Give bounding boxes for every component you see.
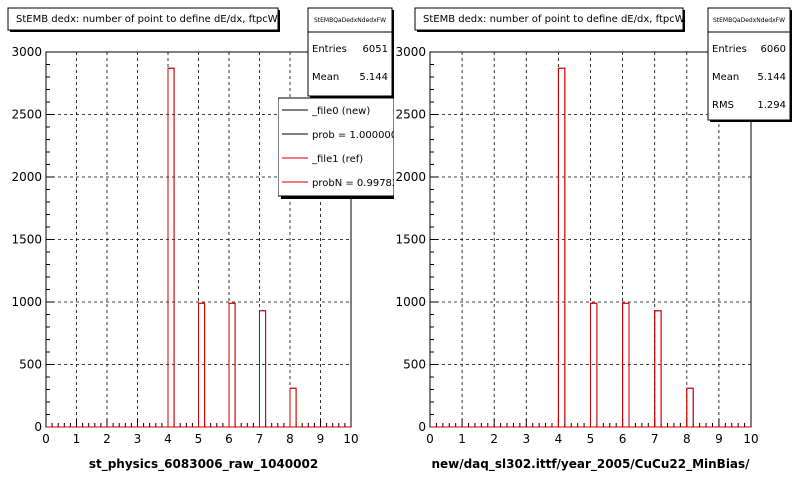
x-tick-label: 10 bbox=[343, 432, 358, 446]
y-tick-label: 1500 bbox=[395, 233, 426, 247]
legend-entry-label: probN = 0.997828 bbox=[312, 178, 405, 189]
chart-title: StEMB dedx: number of point to define dE… bbox=[16, 14, 278, 25]
x-tick-label: 10 bbox=[743, 432, 758, 446]
stats-box bbox=[307, 7, 393, 97]
x-tick-label: 4 bbox=[555, 432, 563, 446]
x-tick-label: 4 bbox=[164, 432, 172, 446]
y-tick-label: 1000 bbox=[395, 295, 426, 309]
stats-label: Mean bbox=[712, 72, 739, 83]
stats-value: 6060 bbox=[761, 44, 786, 55]
legend-entry-label: _file1 (ref) bbox=[311, 154, 363, 165]
legend-inner: _file0 (new) prob = 1.000000 _file1 (ref) p… bbox=[278, 97, 405, 199]
histogram-bar bbox=[259, 310, 267, 428]
x-tick-label: 8 bbox=[683, 432, 691, 446]
x-tick-label: 7 bbox=[256, 432, 264, 446]
y-tick-label: 2500 bbox=[11, 108, 42, 122]
stats-label: Entries bbox=[712, 44, 747, 55]
histogram-bar bbox=[654, 310, 662, 428]
x-tick-label: 5 bbox=[587, 432, 595, 446]
histogram-bar bbox=[622, 302, 630, 428]
x-tick-label: 0 bbox=[42, 432, 50, 446]
legend-box bbox=[278, 97, 394, 197]
histogram-panel-1: 0 1 2 3 4 5 6 7 8 9 10 0 500 1000 1500 2000 2500 3000 new/… bbox=[395, 7, 792, 472]
title-box bbox=[414, 7, 684, 31]
x-tick-label: 3 bbox=[522, 432, 530, 446]
y-tick-label: 0 bbox=[34, 420, 42, 434]
histogram-bar bbox=[590, 302, 598, 428]
histogram-bar bbox=[289, 387, 297, 428]
y-tick-label: 2000 bbox=[11, 170, 42, 184]
y-tick-label: 3000 bbox=[11, 45, 42, 59]
legend: _file0 (new) prob = 1.000000 _file1 (ref) p… bbox=[278, 97, 405, 199]
x-tick-label: 5 bbox=[195, 432, 203, 446]
x-tick-label: 2 bbox=[103, 432, 111, 446]
histogram-panel-0: 0 1 2 3 4 5 6 7 8 9 10 0 500 1000 1500 2000 2500 3000 st_p… bbox=[7, 7, 405, 472]
y-tick-label: 2000 bbox=[395, 170, 426, 184]
stats-label: Entries bbox=[312, 44, 347, 55]
stats-name: StEMBQaDedxNdedxFW bbox=[713, 17, 785, 24]
stats-value: 5.144 bbox=[757, 72, 786, 83]
x-axis-title: st_physics_6083006_raw_1040002 bbox=[89, 457, 318, 472]
histogram-bar bbox=[557, 67, 566, 428]
x-tick-label: 2 bbox=[490, 432, 498, 446]
x-tick-label: 6 bbox=[619, 432, 627, 446]
x-tick-label: 0 bbox=[426, 432, 434, 446]
x-tick-label: 7 bbox=[651, 432, 659, 446]
stats-value: 5.144 bbox=[359, 72, 388, 83]
y-tick-label: 3000 bbox=[395, 45, 426, 59]
stats-label: RMS bbox=[712, 100, 734, 111]
y-tick-label: 0 bbox=[418, 420, 426, 434]
x-tick-label: 1 bbox=[73, 432, 81, 446]
x-tick-label: 3 bbox=[134, 432, 142, 446]
legend-entry-label: prob = 1.000000 bbox=[312, 130, 397, 141]
stats-label: Mean bbox=[312, 72, 339, 83]
x-tick-label: 8 bbox=[286, 432, 294, 446]
title-box bbox=[7, 7, 279, 31]
y-tick-label: 1000 bbox=[11, 295, 42, 309]
y-tick-label: 500 bbox=[403, 358, 426, 372]
y-tick-label: 1500 bbox=[11, 233, 42, 247]
x-tick-label: 9 bbox=[317, 432, 325, 446]
legend-entry-label: _file0 (new) bbox=[311, 106, 370, 117]
stats-value: 6051 bbox=[363, 44, 388, 55]
stats-box bbox=[707, 7, 791, 121]
y-tick-label: 500 bbox=[19, 358, 42, 372]
x-tick-label: 1 bbox=[458, 432, 466, 446]
histogram-bar bbox=[686, 387, 694, 428]
histogram-bar bbox=[228, 302, 236, 428]
stats-value: 1.294 bbox=[757, 100, 786, 111]
y-tick-label: 2500 bbox=[395, 108, 426, 122]
chart-title: StEMB dedx: number of point to define dE… bbox=[423, 14, 685, 25]
x-tick-label: 6 bbox=[225, 432, 233, 446]
histogram-bar bbox=[198, 302, 206, 428]
x-tick-label: 9 bbox=[715, 432, 723, 446]
x-axis-title: new/daq_sl302.ittf/year_2005/CuCu22_MinB… bbox=[431, 457, 750, 472]
stats-name: StEMBQaDedxNdedxFW bbox=[314, 17, 386, 24]
histogram-bar bbox=[167, 67, 175, 428]
